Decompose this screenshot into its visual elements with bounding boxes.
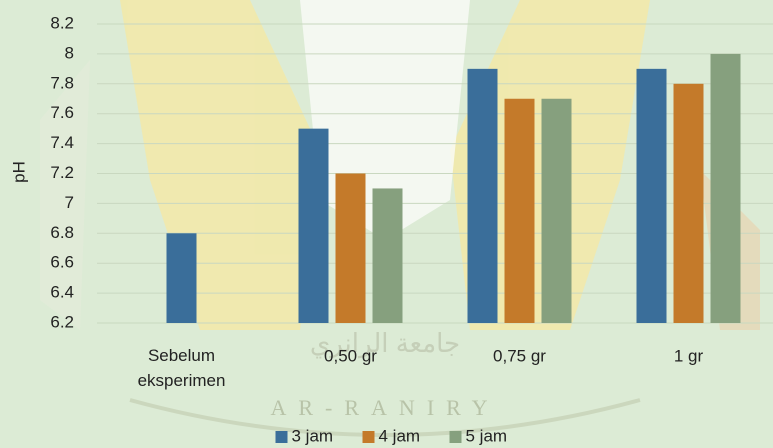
bar: [504, 98, 535, 323]
y-tick-label: 6.2: [50, 312, 74, 331]
y-tick-label: 6.6: [50, 253, 74, 272]
legend-swatch: [362, 431, 375, 443]
legend-label: 5 jam: [466, 426, 508, 445]
x-tick-label: 1 gr: [674, 346, 704, 365]
x-tick-label: 0,50 gr: [324, 346, 377, 365]
y-tick-label: 7.6: [50, 103, 74, 122]
watermark-arabic: جامعة الرانري: [310, 328, 460, 359]
x-tick-label-line: Sebelum: [148, 346, 215, 365]
y-tick-label: 8: [65, 43, 74, 62]
watermark-latin: AR-RANIRY: [270, 395, 499, 420]
y-tick-label: 7: [65, 193, 74, 212]
legend-swatch: [449, 431, 462, 443]
bar: [335, 173, 366, 323]
bar: [541, 98, 572, 323]
legend-swatch: [275, 431, 288, 443]
legend-label: 4 jam: [379, 426, 421, 445]
bar: [298, 128, 329, 323]
bar: [467, 68, 498, 323]
x-tick-label-line: eksperimen: [138, 371, 226, 390]
y-axis-label: pH: [9, 161, 28, 183]
bar: [372, 188, 403, 323]
y-tick-label: 6.4: [50, 283, 74, 302]
legend-label: 3 jam: [292, 426, 334, 445]
x-tick-label: 0,75 gr: [493, 346, 546, 365]
y-tick-label: 7.4: [50, 133, 74, 152]
bar: [166, 233, 197, 323]
y-tick-label: 7.2: [50, 163, 74, 182]
y-tick-label: 8.2: [50, 13, 74, 32]
bar: [710, 53, 741, 324]
y-tick-label: 6.8: [50, 223, 74, 242]
y-tick-label: 7.8: [50, 73, 74, 92]
bar: [673, 83, 704, 323]
bar: [636, 68, 667, 323]
x-tick-label: Sebelum eksperimen: [138, 346, 226, 390]
